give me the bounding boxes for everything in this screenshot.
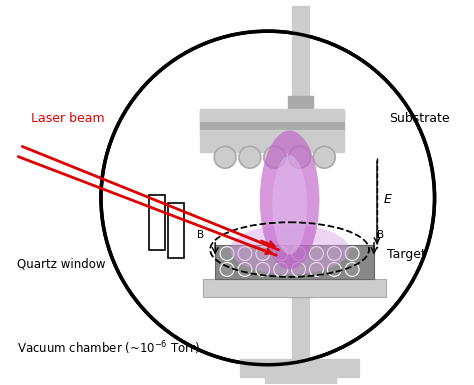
Circle shape (328, 247, 341, 261)
Circle shape (239, 146, 261, 168)
Bar (201, 109, 344, 121)
Bar (215, 244, 374, 280)
Bar (203, 280, 386, 297)
Bar (292, 7, 310, 100)
Bar (201, 131, 344, 152)
Circle shape (345, 263, 359, 276)
Circle shape (214, 146, 236, 168)
Text: E: E (384, 193, 392, 206)
Circle shape (292, 247, 306, 261)
Text: Substrate: Substrate (389, 112, 449, 125)
Circle shape (264, 146, 286, 168)
Circle shape (256, 247, 270, 261)
Circle shape (273, 263, 288, 276)
Text: Target: Target (387, 248, 426, 261)
Circle shape (220, 263, 234, 276)
Circle shape (220, 247, 234, 261)
Bar (292, 364, 310, 385)
Text: Quartz window: Quartz window (17, 258, 105, 271)
Circle shape (101, 31, 435, 365)
Circle shape (310, 247, 323, 261)
Bar (168, 203, 184, 258)
Circle shape (238, 247, 252, 261)
Bar (201, 110, 344, 132)
Bar (288, 281, 313, 297)
Circle shape (310, 263, 323, 276)
Circle shape (273, 247, 288, 261)
Text: B: B (377, 230, 384, 239)
Text: Laser beam: Laser beam (31, 112, 105, 126)
Text: Vacuum chamber (~10$^{-6}$ Torr): Vacuum chamber (~10$^{-6}$ Torr) (17, 339, 200, 357)
Bar (288, 96, 313, 110)
Bar (292, 294, 310, 364)
Circle shape (289, 146, 310, 168)
Bar (149, 195, 164, 249)
Ellipse shape (230, 225, 349, 275)
Circle shape (313, 146, 335, 168)
Text: B: B (197, 230, 204, 239)
Bar (265, 374, 336, 385)
Circle shape (345, 247, 359, 261)
Circle shape (292, 263, 306, 276)
Ellipse shape (260, 131, 319, 270)
Ellipse shape (272, 155, 307, 254)
Circle shape (256, 263, 270, 276)
Circle shape (238, 263, 252, 276)
Bar (240, 359, 359, 377)
Circle shape (328, 263, 341, 276)
